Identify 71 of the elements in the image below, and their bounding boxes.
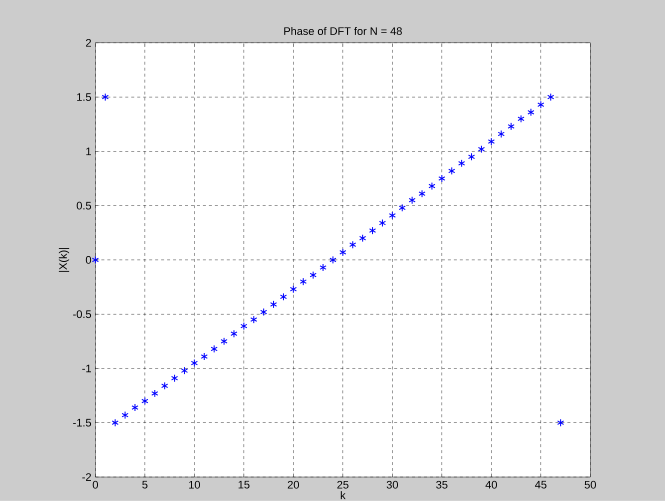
point [230,330,238,338]
point [102,93,109,102]
point [210,344,218,353]
point [200,352,208,361]
point [557,418,564,427]
y-tick-label: 1.5 [77,93,92,101]
point [537,100,544,109]
point [339,248,346,256]
x-tick-label: 0 [92,480,98,489]
point [270,300,278,308]
point [418,190,426,198]
point [329,256,336,264]
point [448,166,456,175]
point [378,219,386,228]
point [220,337,228,346]
point [508,122,515,130]
point [458,159,466,168]
x-tick-label: 15 [238,480,250,489]
point [180,366,188,375]
y-tick-label: -1 [82,364,91,372]
x-tick-label: 40 [485,480,497,489]
point [131,404,138,412]
point [369,226,376,235]
y-tick-label: 1 [86,148,91,156]
x-tick-label: 10 [189,480,200,489]
point [547,93,554,102]
point [488,138,495,146]
point [151,389,158,398]
x-tick-label: 50 [584,480,596,489]
point [408,196,416,204]
x-tick-label: 30 [386,480,398,489]
point [349,240,356,249]
point [518,114,525,123]
x-tick-label: 45 [534,480,546,489]
y-tick-label: 0 [86,256,92,264]
point [468,152,476,161]
y-tick-label: -2 [82,473,91,481]
point [260,308,268,316]
point [498,130,505,138]
point [280,292,287,301]
point [320,264,327,272]
y-tick-label: -1.5 [73,418,92,427]
point [359,234,366,242]
point [428,182,436,190]
point [398,204,406,212]
x-axis-title: k [340,491,346,500]
x-tick-label: 5 [142,480,148,489]
point [300,278,307,286]
point [250,316,258,324]
chart-title: Phase of DFT for N = 48 [284,26,402,36]
point [122,411,129,420]
point [310,271,317,280]
point [388,211,396,220]
x-tick-label: 35 [436,480,448,489]
point [478,145,485,154]
point [527,108,534,116]
point [438,174,446,183]
point [112,418,119,427]
point [92,256,99,264]
y-axis-title: |X(k)| [58,248,70,272]
point [190,359,198,368]
x-tick-label: 25 [337,480,348,489]
y-tick-label: 0.5 [76,202,92,210]
point [240,322,248,330]
y-tick-label: 2 [86,39,91,47]
point [171,374,178,382]
x-tick-label: 20 [288,480,300,489]
point [290,285,297,294]
point [141,397,148,406]
y-tick-label: -0.5 [73,310,92,318]
point [161,382,168,390]
